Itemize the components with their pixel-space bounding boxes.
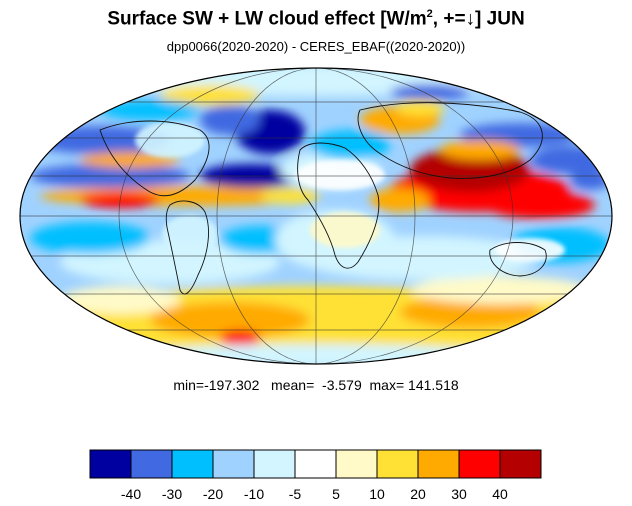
colorbar-tick-label: 10 bbox=[369, 486, 385, 502]
statistics-line: min=-197.302 mean= -3.579 max= 141.518 bbox=[173, 377, 459, 393]
map-title: Surface SW + LW cloud effect [W/m2, +=↓]… bbox=[107, 8, 525, 30]
colorbar-swatch bbox=[376, 449, 419, 479]
colorbar-tick-label: -40 bbox=[120, 486, 142, 502]
mollweide-map bbox=[19, 67, 613, 365]
colorbar-tick-label: -30 bbox=[161, 486, 183, 502]
colorbar-swatch bbox=[171, 449, 214, 479]
colorbar-swatch bbox=[294, 449, 337, 479]
graticule bbox=[20, 68, 612, 364]
globe-outline bbox=[19, 67, 613, 365]
colorbar-tick-label: 20 bbox=[410, 486, 426, 502]
colorbar-swatch bbox=[458, 449, 501, 479]
colorbar-tick-label: 40 bbox=[492, 486, 508, 502]
colorbar-swatch bbox=[212, 449, 255, 479]
max-value: 141.518 bbox=[408, 377, 459, 393]
colorbar-tick-label: -5 bbox=[288, 486, 302, 502]
colorbar-tick-label: 5 bbox=[332, 486, 340, 502]
colorbar-tick-label: 30 bbox=[451, 486, 467, 502]
colorbar-tick-label: -10 bbox=[243, 486, 265, 502]
colorbar-swatch bbox=[499, 449, 542, 479]
colorbar-swatch bbox=[253, 449, 296, 479]
coastlines bbox=[99, 102, 547, 295]
colorbar-swatch bbox=[130, 449, 173, 479]
colorbar-swatch bbox=[89, 449, 132, 479]
mean-value: -3.579 bbox=[322, 377, 362, 393]
map-subtitle: dpp0066(2020-2020) - CERES_EBAF((2020-20… bbox=[166, 39, 466, 54]
min-value: -197.302 bbox=[204, 377, 260, 393]
colorbar-swatch bbox=[417, 449, 460, 479]
colorbar-tick-label: -20 bbox=[202, 486, 224, 502]
colorbar-swatch bbox=[335, 449, 378, 479]
